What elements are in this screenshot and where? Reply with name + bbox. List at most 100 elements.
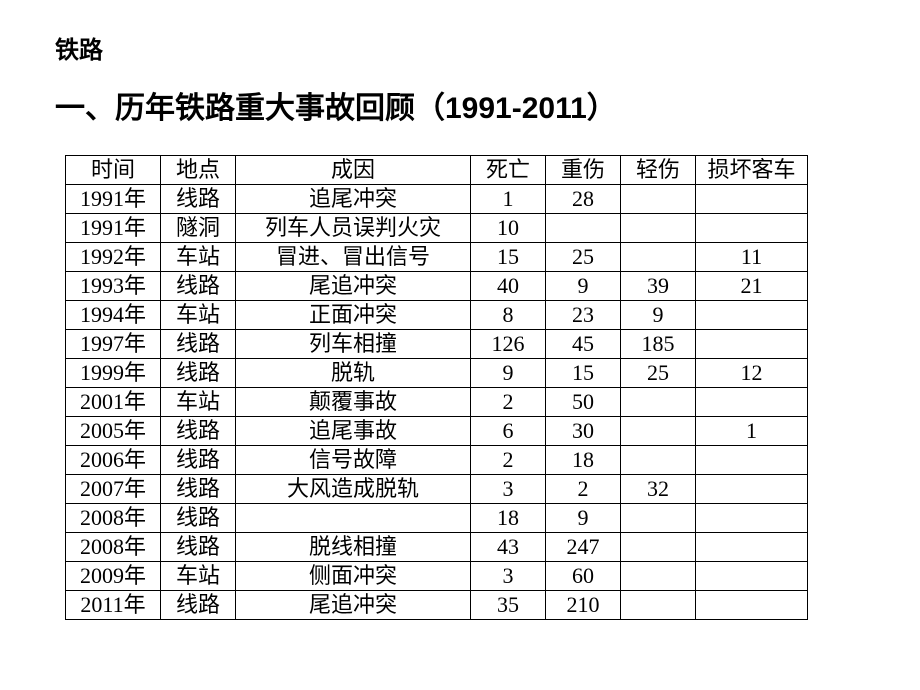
table-cell: 线路 (161, 330, 236, 359)
table-cell: 60 (546, 562, 621, 591)
table-row: 2011年线路尾追冲突35210 (66, 591, 808, 620)
table-cell: 正面冲突 (236, 301, 471, 330)
table-cell (621, 504, 696, 533)
table-row: 2007年线路大风造成脱轨3232 (66, 475, 808, 504)
table-cell: 3 (471, 562, 546, 591)
table-cell (621, 562, 696, 591)
table-cell (621, 591, 696, 620)
col-header-cause: 成因 (236, 156, 471, 185)
table-cell: 25 (621, 359, 696, 388)
table-cell: 35 (471, 591, 546, 620)
table-cell (621, 388, 696, 417)
table-cell: 32 (621, 475, 696, 504)
table-row: 1999年线路脱轨9152512 (66, 359, 808, 388)
table-cell: 信号故障 (236, 446, 471, 475)
table-cell: 2 (546, 475, 621, 504)
col-header-serious: 重伤 (546, 156, 621, 185)
table-cell: 冒进、冒出信号 (236, 243, 471, 272)
table-row: 1991年线路追尾冲突128 (66, 185, 808, 214)
col-header-place: 地点 (161, 156, 236, 185)
table-cell: 1991年 (66, 214, 161, 243)
table-cell (696, 214, 808, 243)
table-cell (696, 301, 808, 330)
table-cell: 线路 (161, 185, 236, 214)
table-cell: 2007年 (66, 475, 161, 504)
accident-table: 时间 地点 成因 死亡 重伤 轻伤 损坏客车 1991年线路追尾冲突128199… (65, 155, 808, 620)
table-cell: 尾追冲突 (236, 591, 471, 620)
table-cell (696, 533, 808, 562)
col-header-time: 时间 (66, 156, 161, 185)
table-cell (696, 504, 808, 533)
table-cell: 23 (546, 301, 621, 330)
table-cell: 线路 (161, 272, 236, 301)
table-row: 2001年车站颠覆事故250 (66, 388, 808, 417)
table-cell: 15 (546, 359, 621, 388)
table-cell (696, 475, 808, 504)
table-cell: 1 (696, 417, 808, 446)
table-cell: 1994年 (66, 301, 161, 330)
table-cell (546, 214, 621, 243)
table-cell: 1993年 (66, 272, 161, 301)
table-row: 2009年车站侧面冲突360 (66, 562, 808, 591)
table-cell: 10 (471, 214, 546, 243)
table-cell: 1992年 (66, 243, 161, 272)
table-cell (621, 446, 696, 475)
table-cell: 车站 (161, 243, 236, 272)
table-cell (621, 243, 696, 272)
table-cell: 9 (621, 301, 696, 330)
table-cell: 车站 (161, 388, 236, 417)
table-row: 1992年车站冒进、冒出信号152511 (66, 243, 808, 272)
table-cell: 45 (546, 330, 621, 359)
table-cell: 18 (471, 504, 546, 533)
table-cell: 线路 (161, 359, 236, 388)
table-cell: 40 (471, 272, 546, 301)
table-cell: 追尾冲突 (236, 185, 471, 214)
page-title: 一、历年铁路重大事故回顾（1991-2011） (55, 83, 865, 127)
table-cell: 列车相撞 (236, 330, 471, 359)
table-row: 1993年线路尾追冲突4093921 (66, 272, 808, 301)
table-cell: 2009年 (66, 562, 161, 591)
col-header-minor: 轻伤 (621, 156, 696, 185)
table-cell: 2 (471, 388, 546, 417)
table-cell (696, 591, 808, 620)
table-cell: 线路 (161, 417, 236, 446)
table-cell: 2011年 (66, 591, 161, 620)
table-cell: 脱线相撞 (236, 533, 471, 562)
table-cell: 1 (471, 185, 546, 214)
table-cell (696, 330, 808, 359)
table-cell (621, 417, 696, 446)
table-cell: 线路 (161, 504, 236, 533)
table-cell: 2 (471, 446, 546, 475)
table-cell: 28 (546, 185, 621, 214)
table-cell (621, 185, 696, 214)
table-cell: 2006年 (66, 446, 161, 475)
table-cell: 21 (696, 272, 808, 301)
table-cell: 6 (471, 417, 546, 446)
table-cell: 18 (546, 446, 621, 475)
table-row: 1991年隧洞列车人员误判火灾10 (66, 214, 808, 243)
table-cell (621, 214, 696, 243)
table-cell: 11 (696, 243, 808, 272)
table-cell: 颠覆事故 (236, 388, 471, 417)
table-row: 2006年线路信号故障218 (66, 446, 808, 475)
table-cell: 大风造成脱轨 (236, 475, 471, 504)
table-cell (696, 388, 808, 417)
table-cell: 车站 (161, 562, 236, 591)
table-row: 1997年线路列车相撞12645185 (66, 330, 808, 359)
table-cell: 脱轨 (236, 359, 471, 388)
table-cell: 3 (471, 475, 546, 504)
table-cell (236, 504, 471, 533)
table-cell: 线路 (161, 533, 236, 562)
table-cell: 侧面冲突 (236, 562, 471, 591)
table-cell (696, 185, 808, 214)
table-cell: 2008年 (66, 533, 161, 562)
table-cell: 8 (471, 301, 546, 330)
table-cell (621, 533, 696, 562)
table-cell: 9 (546, 272, 621, 301)
table-cell: 126 (471, 330, 546, 359)
table-cell: 39 (621, 272, 696, 301)
table-row: 2008年线路189 (66, 504, 808, 533)
table-cell: 1991年 (66, 185, 161, 214)
table-row: 2005年线路追尾事故6301 (66, 417, 808, 446)
table-cell: 追尾事故 (236, 417, 471, 446)
